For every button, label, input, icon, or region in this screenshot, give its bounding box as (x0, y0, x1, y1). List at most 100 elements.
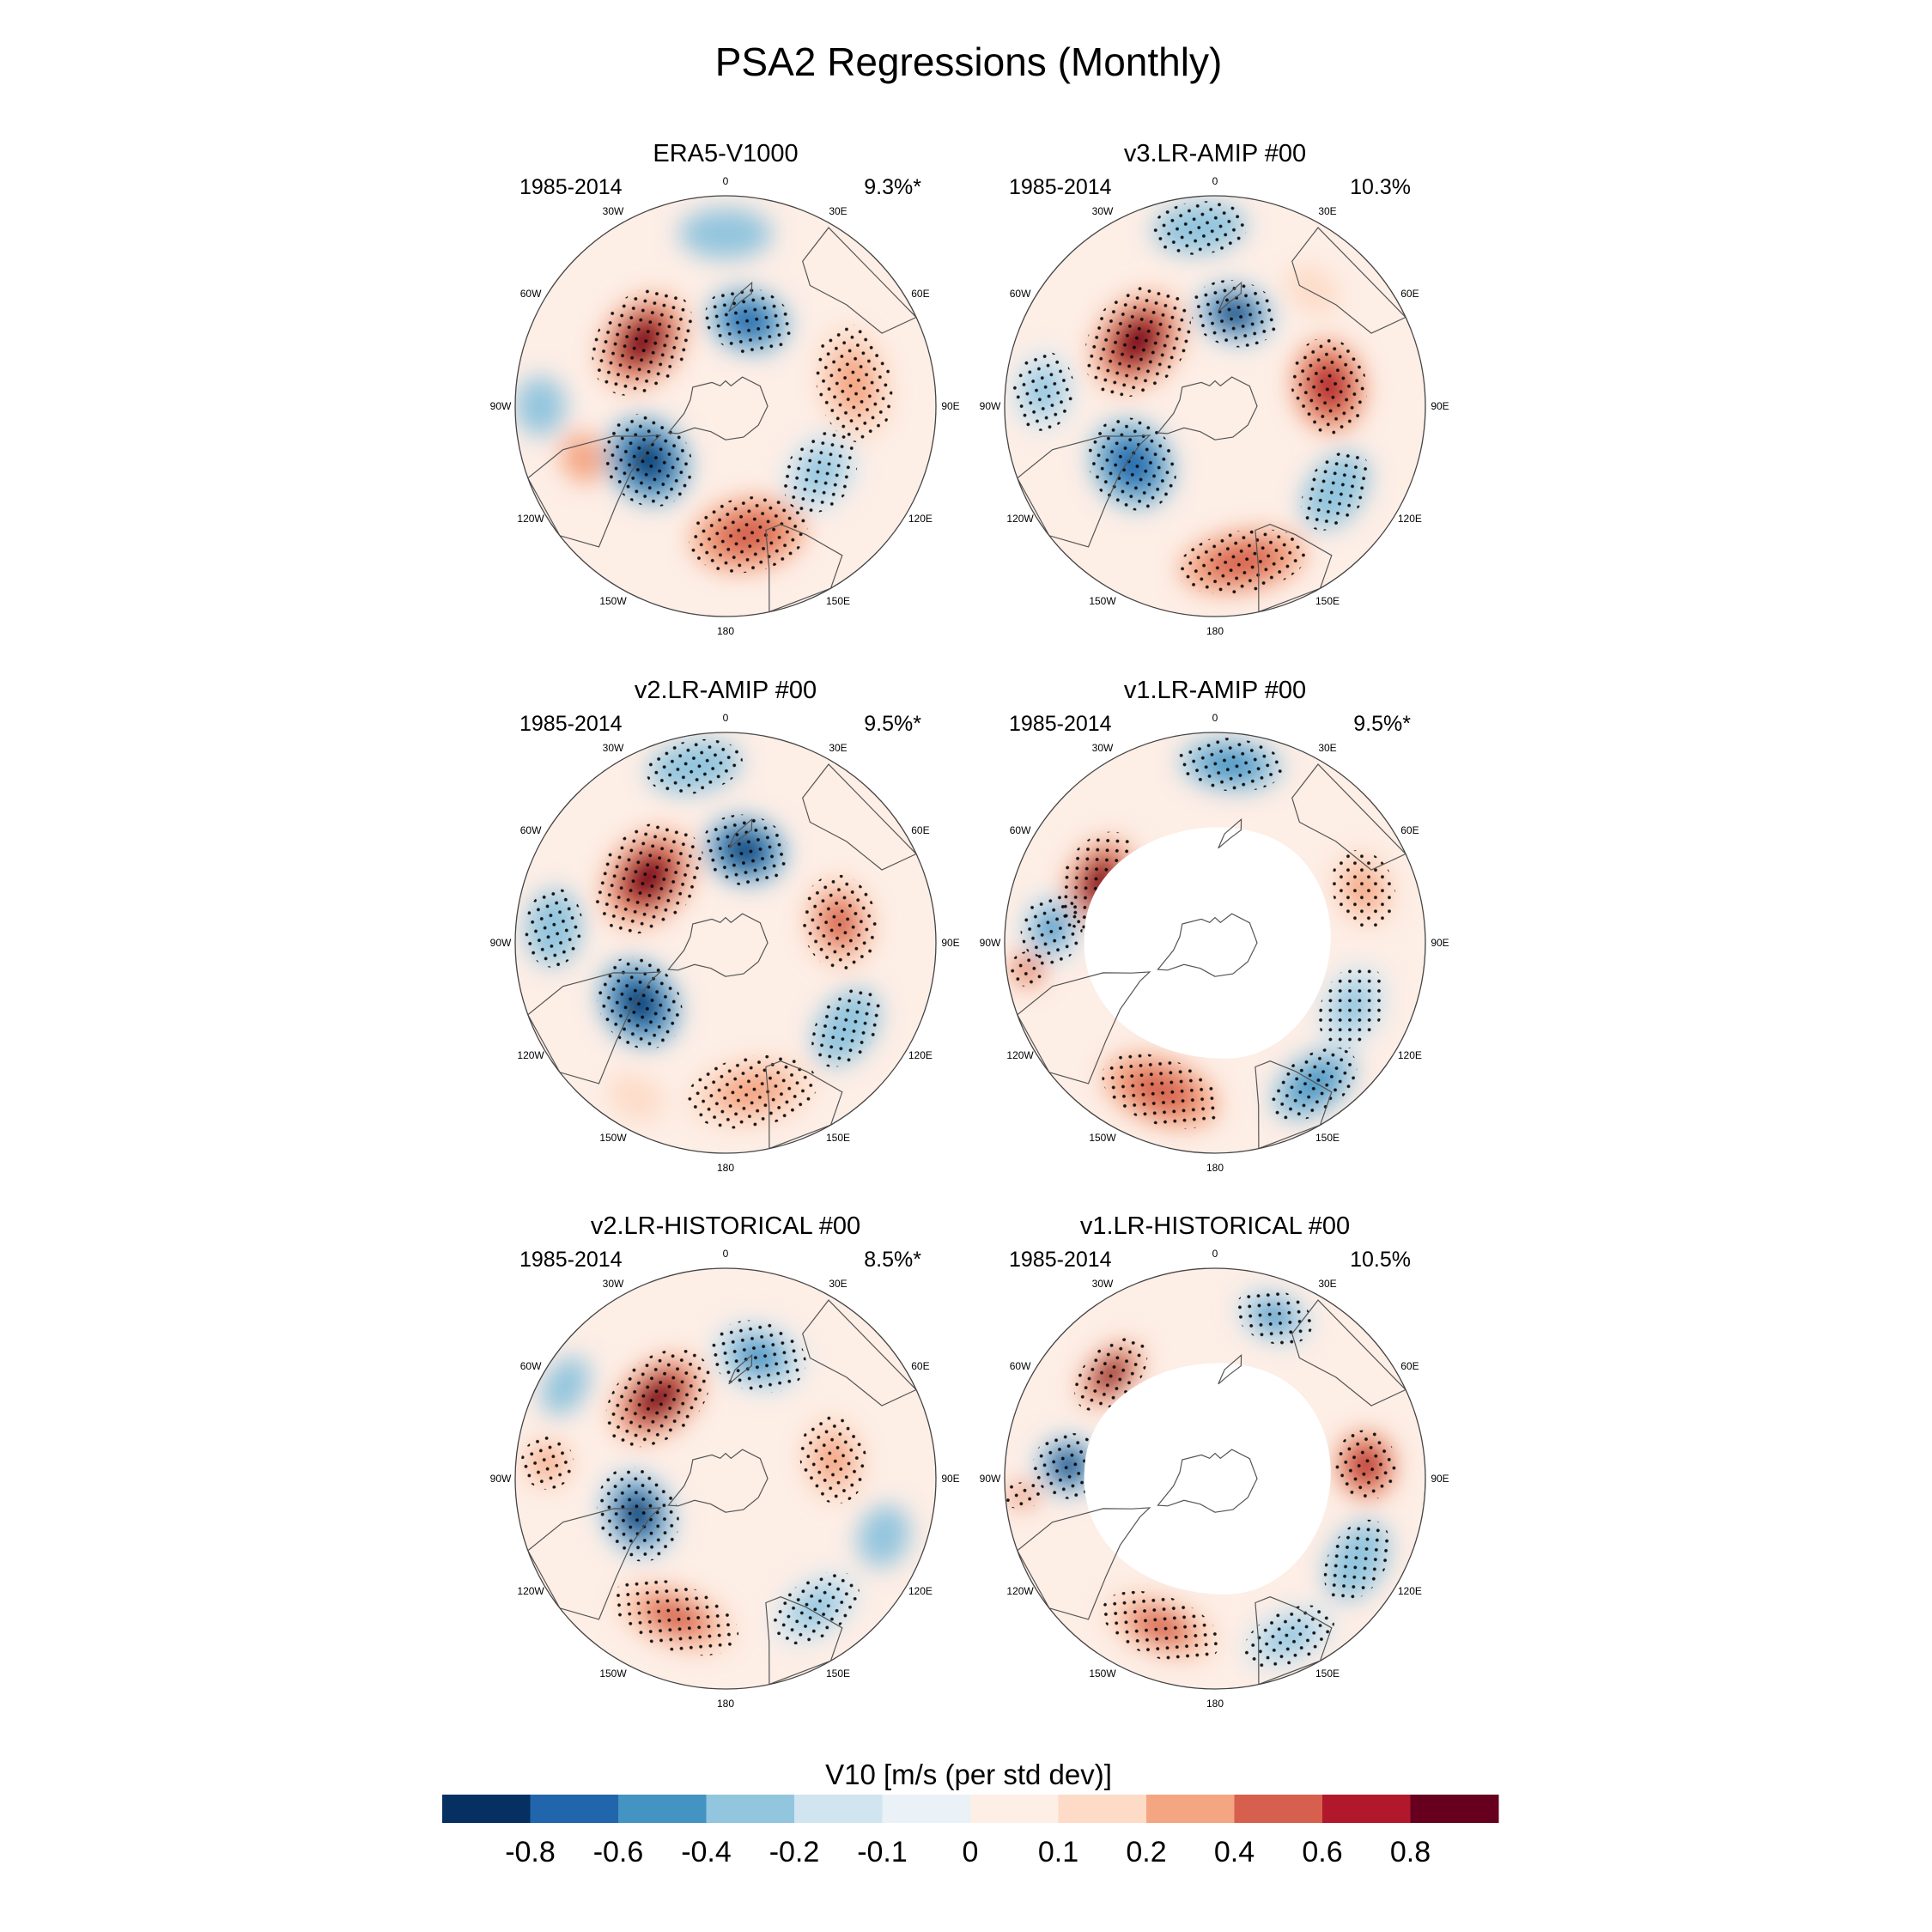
significance-stipple (1177, 738, 1284, 792)
longitude-label: 90W (980, 1473, 1001, 1485)
longitude-label: 30E (1318, 1278, 1336, 1290)
significance-stipple (801, 874, 878, 971)
colorbar-tick: -0.1 (857, 1836, 908, 1868)
regression-field (1005, 196, 1425, 617)
longitude-label: 30E (829, 205, 847, 217)
longitude-label: 60E (1400, 1360, 1419, 1372)
colorbar-swatch (794, 1795, 883, 1823)
longitude-label: 60E (1400, 824, 1419, 836)
field-background (515, 196, 936, 617)
longitude-label: 180 (717, 625, 734, 637)
significance-stipple (525, 888, 583, 968)
regression-field (515, 732, 936, 1153)
longitude-label: 120W (1006, 1585, 1034, 1597)
longitude-label: 120W (517, 1585, 544, 1597)
longitude-label: 60W (1010, 1360, 1031, 1372)
longitude-label: 90W (490, 937, 512, 949)
longitude-label: 150W (599, 1668, 627, 1680)
field-lobe (1285, 264, 1340, 315)
period-label: 1985-2014 (1009, 1248, 1112, 1272)
longitude-label: 30E (829, 742, 847, 754)
significance-stipple (815, 324, 893, 443)
longitude-label: 90E (1431, 400, 1449, 412)
antarctica-coastline (667, 1449, 769, 1513)
longitude-label: 60E (911, 1360, 929, 1372)
colorbar-swatch (706, 1795, 795, 1823)
map-panel: v1.LR-AMIP #00 1985-2014 9.5%* 0 30E 60E 90E 12… (980, 677, 1449, 1174)
longitude-label: 0 (723, 712, 729, 724)
period-label: 1985-2014 (519, 712, 623, 736)
colorbar-tick: 0.1 (1038, 1836, 1078, 1868)
africa-coastline (765, 1596, 843, 1686)
longitude-label: 60W (520, 1360, 542, 1372)
colorbar-tick: 0.2 (1126, 1836, 1166, 1868)
south-america-coastline (527, 971, 662, 1084)
new-zealand-coastline (1218, 281, 1242, 313)
significance-stipple (704, 287, 793, 355)
significance-stipple (594, 822, 702, 934)
longitude-label: 150E (1315, 595, 1340, 607)
map-boundary (1004, 195, 1426, 617)
longitude-label: 0 (1212, 175, 1218, 187)
longitude-label: 90E (1431, 1473, 1449, 1485)
africa-coastline (765, 1060, 843, 1150)
significance-stipple (520, 1436, 574, 1490)
panel-title: v3.LR-AMIP #00 (1124, 140, 1306, 167)
antarctica-coastline (1157, 913, 1258, 977)
colorbar-swatches (442, 1795, 1499, 1823)
longitude-label: 120W (517, 1049, 544, 1061)
missing-data-mask (1084, 827, 1331, 1059)
longitude-label: 180 (717, 1162, 734, 1174)
map-boundary (514, 195, 937, 617)
colorbar-swatch (1058, 1795, 1147, 1823)
longitude-label: 150W (599, 595, 627, 607)
significance-stipple (1009, 951, 1046, 987)
colorbar-swatch (1410, 1795, 1499, 1823)
new-zealand-coastline (1218, 1353, 1242, 1385)
longitude-label: 0 (723, 175, 729, 187)
significance-stipple (783, 431, 858, 513)
significance-stipple (1102, 1053, 1221, 1129)
significance-stipple (1005, 1482, 1045, 1510)
significance-stipple (1020, 893, 1083, 964)
longitude-label: 120E (908, 1049, 933, 1061)
significance-stipple (1242, 1605, 1334, 1669)
longitude-label: 30E (1318, 205, 1336, 217)
longitude-label: 180 (1206, 1698, 1224, 1710)
significance-stipple (1331, 849, 1396, 928)
field-lobe (515, 376, 566, 436)
map-boundary (1004, 732, 1426, 1154)
longitude-label: 150W (1089, 595, 1116, 607)
colorbar-tick: -0.6 (593, 1836, 644, 1868)
period-label: 1985-2014 (519, 1248, 623, 1272)
map-panel: ERA5-V1000 1985-2014 9.3%* 0 30E 60E 90E 120E 15… (490, 140, 960, 637)
significance-stipple (1176, 529, 1309, 594)
significance-stipple (1102, 1590, 1220, 1663)
significance-stipple (773, 1571, 860, 1644)
regression-field (1005, 732, 1425, 1153)
regression-field (515, 1268, 936, 1689)
longitude-label: 180 (717, 1698, 734, 1710)
antarctica-coastline (1157, 1449, 1258, 1513)
significance-stipple (646, 738, 743, 794)
colorbar-swatch (442, 1795, 531, 1823)
colorbar-swatch (970, 1795, 1059, 1823)
antarctica-coastline (667, 913, 769, 977)
significance-stipple (1271, 1048, 1358, 1121)
variance-label: 9.5%* (864, 712, 921, 736)
antarctica-coastline (667, 376, 769, 440)
longitude-label: 30E (829, 1278, 847, 1290)
map-boundary (514, 732, 937, 1154)
panel-title: v2.LR-HISTORICAL #00 (591, 1212, 860, 1240)
longitude-label: 30W (1092, 742, 1114, 754)
colorbar-swatch (882, 1795, 971, 1823)
longitude-label: 30W (603, 742, 624, 754)
longitude-label: 150E (1315, 1668, 1340, 1680)
colorbar-tick: 0.4 (1214, 1836, 1255, 1868)
longitude-label: 120E (908, 1585, 933, 1597)
significance-stipple (1012, 351, 1074, 431)
significance-stipple (1291, 337, 1367, 434)
significance-stipple (1323, 1519, 1391, 1602)
new-zealand-coastline (728, 1353, 753, 1385)
